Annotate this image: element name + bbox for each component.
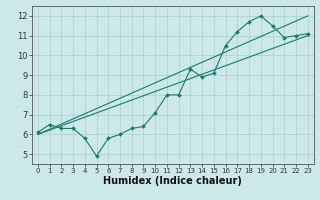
X-axis label: Humidex (Indice chaleur): Humidex (Indice chaleur)	[103, 176, 242, 186]
